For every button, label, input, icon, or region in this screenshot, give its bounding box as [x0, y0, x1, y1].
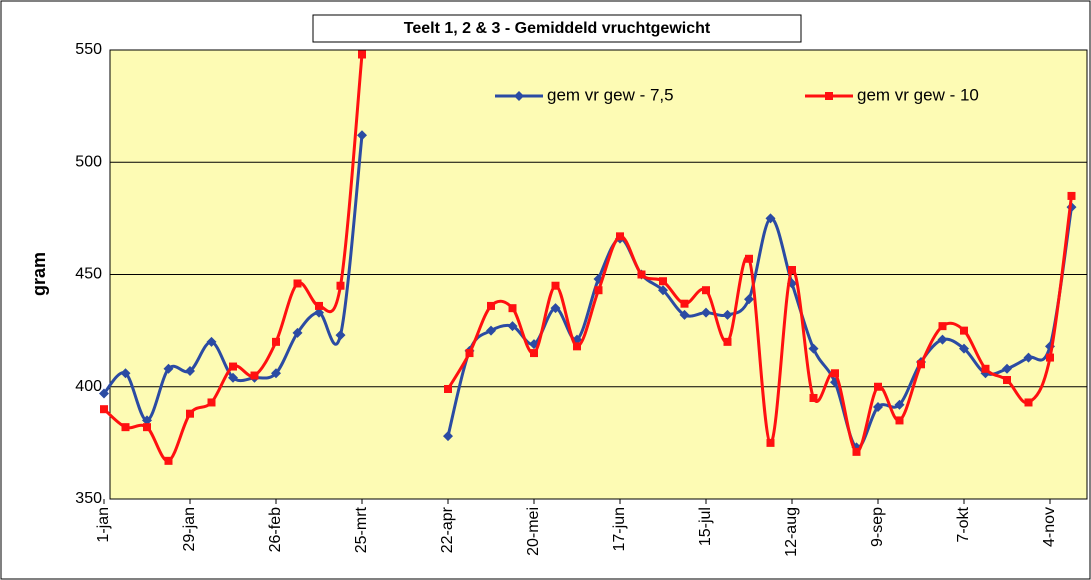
point	[744, 294, 754, 305]
point	[745, 254, 753, 263]
point	[680, 299, 689, 308]
point	[722, 309, 733, 320]
point	[99, 388, 109, 399]
x-tick-label: 20-mei	[525, 507, 542, 556]
x-tick-label: 4-nov	[1041, 507, 1058, 547]
point	[658, 285, 668, 296]
point	[507, 321, 518, 332]
point	[163, 363, 174, 374]
x-tick-label: 22-apr	[439, 506, 456, 553]
point	[873, 401, 883, 412]
y-tick-label: 450	[75, 266, 102, 283]
title-box	[312, 14, 802, 43]
point	[100, 405, 108, 414]
x-tick-label: 7-okt	[955, 506, 972, 542]
point	[508, 304, 517, 313]
point	[960, 326, 968, 335]
point	[185, 366, 195, 377]
point	[228, 372, 238, 383]
x-tick-label: 15-jul	[697, 507, 714, 546]
point	[121, 423, 130, 432]
point	[1023, 352, 1034, 363]
point	[616, 232, 624, 241]
point	[164, 456, 173, 465]
point	[701, 307, 711, 318]
point	[229, 362, 237, 371]
x-tick-label: 17-jun	[611, 507, 628, 551]
point	[271, 368, 281, 379]
point	[293, 279, 302, 288]
point	[937, 334, 948, 345]
y-tick-label: 500	[75, 153, 102, 170]
point	[874, 382, 882, 391]
y-tick-label: 400	[75, 378, 102, 395]
point	[465, 349, 474, 358]
point	[486, 325, 496, 336]
point	[358, 50, 366, 59]
point	[315, 301, 323, 310]
point	[1002, 363, 1012, 374]
point	[530, 349, 538, 358]
point	[1003, 376, 1011, 385]
point	[938, 322, 947, 331]
point	[852, 447, 861, 456]
point	[594, 286, 603, 295]
y-tick-label: 550	[75, 41, 102, 58]
point	[250, 371, 259, 380]
point	[981, 364, 990, 373]
point	[142, 415, 152, 426]
legend-marker	[514, 91, 524, 101]
point	[444, 384, 452, 393]
point	[1067, 191, 1076, 200]
y-axis-label: gram	[29, 252, 49, 296]
point	[808, 343, 819, 354]
point	[659, 277, 667, 286]
point	[443, 431, 453, 442]
y-tick-label: 350	[75, 490, 102, 507]
point	[895, 416, 904, 425]
point	[487, 301, 495, 310]
point	[357, 130, 367, 141]
point	[206, 336, 217, 347]
point	[917, 360, 925, 369]
x-tick-label: 1-jan	[95, 507, 112, 543]
point	[336, 281, 345, 290]
legend-label: gem vr gew - 10	[857, 85, 979, 104]
point	[765, 213, 776, 224]
legend-marker	[825, 92, 833, 100]
point	[766, 438, 775, 447]
point	[314, 307, 324, 318]
point	[186, 409, 194, 418]
point	[573, 342, 581, 351]
point	[272, 337, 280, 346]
point	[292, 327, 303, 338]
point	[1024, 398, 1033, 407]
point	[831, 369, 839, 378]
point	[207, 398, 216, 407]
point	[1046, 353, 1054, 362]
point	[679, 309, 690, 320]
point	[335, 330, 346, 341]
point	[120, 368, 131, 379]
point	[809, 393, 818, 402]
point	[894, 399, 905, 410]
point	[959, 343, 969, 354]
x-tick-label: 9-sep	[869, 507, 886, 547]
point	[551, 281, 560, 290]
point	[723, 337, 732, 346]
chart-title: Teelt 1, 2 & 3 - Gemiddeld vruchtgewicht	[404, 20, 711, 37]
point	[788, 266, 796, 275]
legend-label: gem vr gew - 7,5	[547, 85, 674, 104]
point	[637, 270, 646, 279]
x-tick-label: 26-feb	[267, 507, 284, 552]
point	[702, 286, 710, 295]
x-tick-label: 29-jan	[181, 507, 198, 551]
point	[550, 303, 561, 314]
x-tick-label: 25-mrt	[353, 506, 370, 553]
point	[143, 423, 151, 432]
x-tick-label: 12-aug	[783, 507, 800, 557]
